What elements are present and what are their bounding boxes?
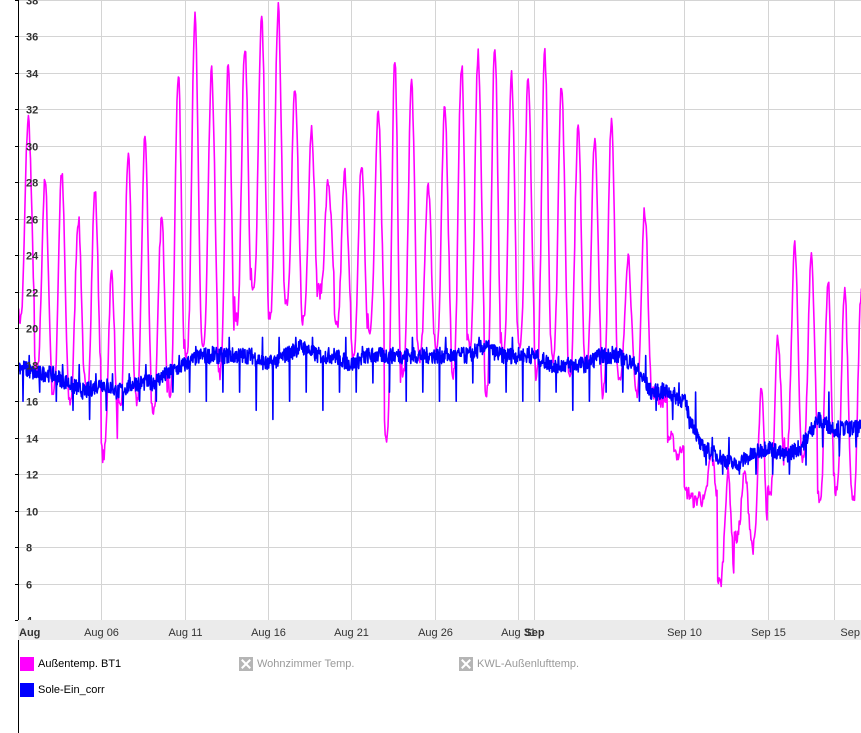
legend-disabled-icon bbox=[459, 657, 473, 671]
y-tick-label: 38 bbox=[26, 0, 38, 8]
y-tick-label: 20 bbox=[26, 324, 38, 336]
legend-disabled-icon bbox=[239, 657, 253, 671]
legend-item-aussentemp[interactable]: Außentemp. BT1 bbox=[20, 657, 121, 671]
y-tick-label: 8 bbox=[26, 543, 32, 555]
x-tick-label: Sep bbox=[524, 627, 544, 639]
y-tick-label: 26 bbox=[26, 215, 38, 227]
legend-swatch-blue bbox=[20, 683, 34, 697]
y-tick-label: 10 bbox=[26, 507, 38, 519]
y-tick-label: 18 bbox=[26, 361, 38, 373]
legend-swatch-magenta bbox=[20, 657, 34, 671]
x-tick-labels: Aug Aug 06 Aug 11 Aug 16 Aug 21 Aug 26 Aug 31S… bbox=[19, 627, 860, 639]
x-tick-label: Sep 10 bbox=[667, 627, 702, 639]
x-tick-label: Aug 16 bbox=[251, 627, 286, 639]
y-tick-label: 34 bbox=[26, 69, 39, 81]
y-tick-label: 24 bbox=[26, 251, 39, 263]
y-tick-label: 6 bbox=[26, 580, 32, 592]
legend-item-wohnzimmer[interactable]: Wohnzimmer Temp. bbox=[239, 657, 354, 671]
legend-label-kwl: KWL-Außenlufttemp. bbox=[477, 658, 580, 670]
x-axis-band bbox=[18, 620, 861, 640]
y-tick-label: 28 bbox=[26, 178, 38, 190]
series-line-aussentemp bbox=[18, 1, 861, 588]
x-tick-label: Aug 26 bbox=[418, 627, 453, 639]
legend-item-kwl[interactable]: KWL-Außenlufttemp. bbox=[459, 657, 579, 671]
legend-label-aussentemp: Außentemp. BT1 bbox=[38, 658, 122, 670]
x-tick-label: Aug bbox=[19, 627, 40, 639]
y-tick-labels: 468101214161820222426283032343638 bbox=[15, 0, 39, 628]
y-tick-label: 16 bbox=[26, 397, 38, 409]
x-tick-label: Aug 06 bbox=[84, 627, 119, 639]
series-group bbox=[18, 1, 861, 588]
legend-label-sole: Sole-Ein_corr bbox=[38, 684, 105, 696]
y-tick-label: 14 bbox=[26, 434, 39, 446]
legend-label-wohnzimmer: Wohnzimmer Temp. bbox=[257, 658, 355, 670]
y-tick-label: 30 bbox=[26, 142, 38, 154]
y-tick-label: 22 bbox=[26, 288, 38, 300]
y-tick-label: 32 bbox=[26, 105, 38, 117]
x-tick-label: Sep bbox=[840, 627, 860, 639]
x-tick-label: Sep 15 bbox=[751, 627, 786, 639]
legend-item-sole[interactable]: Sole-Ein_corr bbox=[20, 683, 105, 697]
x-tick-label: Aug 21 bbox=[334, 627, 369, 639]
y-tick-label: 36 bbox=[26, 32, 38, 44]
x-tick-label: Aug 11 bbox=[168, 627, 202, 639]
y-tick-label: 12 bbox=[26, 470, 38, 482]
x-tick-label: Aug 31 bbox=[501, 627, 536, 639]
series-line-sole bbox=[18, 336, 861, 475]
